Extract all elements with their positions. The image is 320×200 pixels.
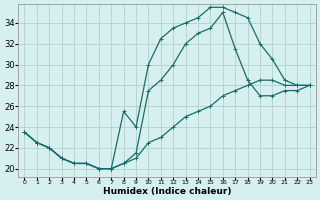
X-axis label: Humidex (Indice chaleur): Humidex (Indice chaleur) xyxy=(103,187,231,196)
